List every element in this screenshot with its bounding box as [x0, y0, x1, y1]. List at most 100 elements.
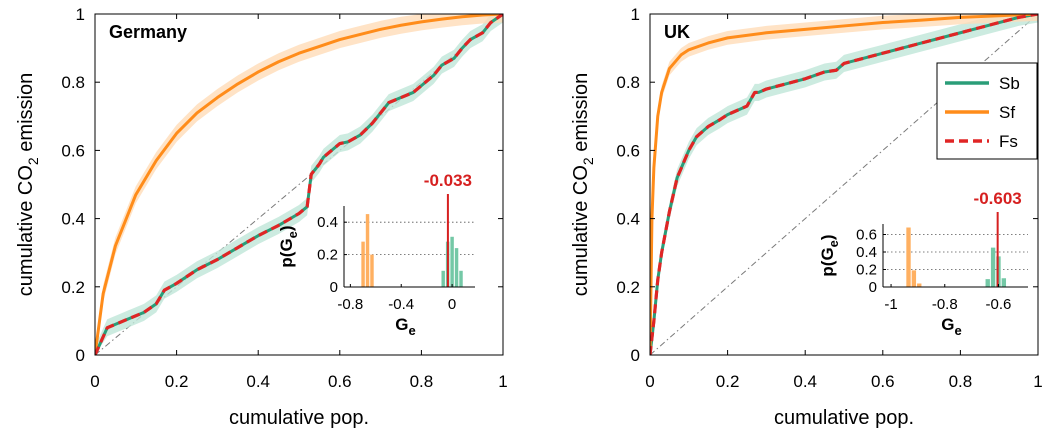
inset-bar-sb [1001, 278, 1007, 287]
inset-y-label-sub: e [285, 231, 300, 238]
legend-label-sf: Sf [999, 103, 1015, 122]
inset-bar-sf [361, 241, 365, 287]
y-tick-label: 0.6 [616, 141, 640, 160]
panel-label: UK [664, 22, 690, 42]
x-tick-label: 0 [645, 372, 654, 391]
x-tick-label: 0.8 [410, 372, 434, 391]
y-tick-label: 0.4 [616, 210, 640, 229]
axes-box [649, 13, 1039, 356]
inset-x-tick-label: 0 [448, 296, 456, 313]
inset-bar-sb [990, 247, 996, 287]
inset-bar-sf [917, 283, 922, 287]
x-tick-label: 0.2 [165, 372, 189, 391]
x-tick-label: 0.4 [246, 372, 270, 391]
axes-box [94, 13, 504, 356]
y-axis-label-main: cumulative CO [15, 165, 37, 296]
x-tick-label: 1 [498, 372, 507, 391]
x-tick-label: 0.6 [328, 372, 352, 391]
inset-y-label: p(Ge) [277, 225, 300, 267]
inset-bar-sf [365, 214, 370, 287]
y-tick-label: 0.4 [61, 210, 85, 229]
inset-y-label-tail: ) [277, 225, 296, 231]
x-tick-label: 0.6 [871, 372, 895, 391]
inset-y-tick-label: 0 [330, 279, 338, 296]
diagonal-line [95, 14, 503, 355]
inset-x-label: Ge [941, 315, 961, 338]
y-tick-label: 0.6 [61, 141, 85, 160]
inset-x-label-sub: e [409, 323, 416, 338]
inset-bar-sf [370, 254, 374, 287]
y-tick-label: 0.2 [61, 278, 85, 297]
plot-area [650, 14, 1038, 355]
series-sf-line [650, 14, 1038, 355]
x-tick-label: 0.8 [949, 372, 973, 391]
inset-y-label-main: p(G [277, 238, 296, 267]
inset-x-tick-label: -0.6 [986, 296, 1012, 313]
inset-x-label: Ge [395, 315, 415, 338]
inset-bar-sb [441, 270, 445, 287]
inset-bar-sf [911, 270, 917, 287]
y-axis-label-sub: 2 [580, 157, 596, 165]
band-sf [650, 14, 1038, 355]
inset-y-tick-label: 0.6 [856, 227, 877, 244]
x-tick-label: 0 [90, 372, 99, 391]
inset-x-tick-label: -1 [884, 296, 897, 313]
inset-gini-label: -0.603 [974, 189, 1022, 208]
panel-germany: 0 0.2 0.4 0.6 0.8 1 0 0.2 0.4 0.6 0.8 1 cumulative p… [15, 5, 508, 429]
inset-y-tick-label: 0.4 [856, 244, 877, 261]
y-axis-label: cumulative CO2 emission [15, 73, 41, 296]
y-axis-label-sub: 2 [25, 157, 41, 165]
inset-bar-sb [459, 270, 463, 287]
legend: Sb Sf Fs [936, 62, 1038, 160]
series-sf-line [95, 14, 503, 355]
inset-bar-sf [906, 227, 911, 287]
x-axis-label: cumulative pop. [229, 407, 369, 429]
inset-x-label-sub: e [955, 323, 962, 338]
y-axis-label-tail: emission [15, 73, 37, 157]
legend-label-fs: Fs [999, 132, 1018, 151]
legend-label-sb: Sb [999, 74, 1020, 93]
inset-y-tick-label: 0 [869, 279, 877, 296]
y-tick-label: 1 [631, 5, 640, 24]
diagonal-line [650, 14, 1038, 355]
x-tick-label: 1 [1033, 372, 1042, 391]
panel-label: Germany [109, 22, 187, 42]
x-tick-label: 0.4 [793, 372, 817, 391]
inset-y-tick-label: 0.2 [856, 262, 877, 279]
band-sb [650, 14, 1038, 355]
plot-area [95, 14, 503, 355]
y-axis-label-main: cumulative CO [570, 165, 592, 296]
inset-x-tick-label: -0.8 [337, 296, 363, 313]
inset-bar-sb [450, 236, 454, 287]
y-axis-label: cumulative CO2 emission [570, 73, 596, 296]
inset-x-tick-label: -0.4 [388, 296, 414, 313]
y-tick-label: 0.2 [616, 278, 640, 297]
y-tick-label: 0.8 [61, 73, 85, 92]
y-tick-label: 1 [76, 5, 85, 24]
x-tick-label: 0.2 [716, 372, 740, 391]
inset-background [883, 224, 1028, 287]
inset-x-label-main: G [395, 315, 408, 334]
inset-y-label: p(Ge) [818, 234, 841, 276]
inset-y-label-main: p(G [818, 247, 837, 276]
inset-y-tick-label: 0.4 [317, 214, 338, 231]
inset-gini-label: -0.033 [424, 171, 472, 190]
y-axis-label-tail: emission [570, 73, 592, 157]
series-fs-line [650, 14, 1038, 355]
y-tick-label: 0 [631, 346, 640, 365]
inset-x-label-main: G [941, 315, 954, 334]
inset-bar-sb [454, 248, 459, 287]
inset-y-label-tail: ) [818, 234, 837, 240]
inset-x-tick-label: -0.8 [932, 296, 958, 313]
inset-bar-sb [985, 279, 990, 287]
y-tick-label: 0.8 [616, 73, 640, 92]
x-axis-label: cumulative pop. [774, 407, 914, 429]
series-fs-line [95, 14, 503, 355]
y-tick-label: 0 [76, 346, 85, 365]
inset-y-label-sub: e [826, 240, 841, 247]
inset-y-tick-label: 0.2 [317, 247, 338, 264]
